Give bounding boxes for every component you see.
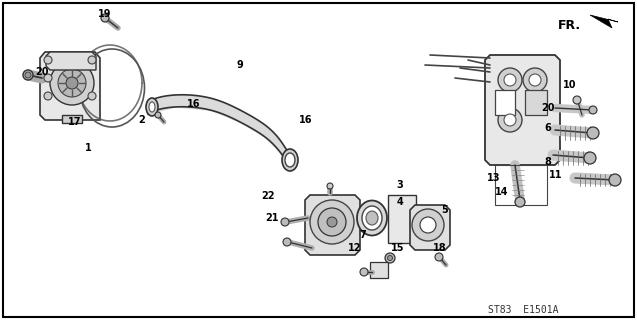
Circle shape xyxy=(50,61,94,105)
Circle shape xyxy=(589,106,597,114)
Text: 18: 18 xyxy=(433,243,447,253)
Text: 7: 7 xyxy=(360,230,366,240)
Bar xyxy=(495,165,547,205)
Ellipse shape xyxy=(146,98,158,116)
Circle shape xyxy=(44,92,52,100)
Circle shape xyxy=(587,127,599,139)
Bar xyxy=(525,90,547,115)
Ellipse shape xyxy=(149,102,155,112)
Text: 17: 17 xyxy=(68,117,82,127)
Polygon shape xyxy=(40,52,100,120)
Circle shape xyxy=(573,96,581,104)
Polygon shape xyxy=(410,205,450,250)
Text: 4: 4 xyxy=(397,197,403,207)
Circle shape xyxy=(523,68,547,92)
Circle shape xyxy=(155,112,161,118)
Circle shape xyxy=(504,74,516,86)
Text: 12: 12 xyxy=(348,243,362,253)
Circle shape xyxy=(504,114,516,126)
Polygon shape xyxy=(485,55,560,165)
Text: 10: 10 xyxy=(563,80,576,90)
Ellipse shape xyxy=(285,153,295,167)
Text: 16: 16 xyxy=(299,115,313,125)
Text: 21: 21 xyxy=(265,213,279,223)
Bar xyxy=(495,90,515,115)
Circle shape xyxy=(435,253,443,261)
Circle shape xyxy=(25,72,31,78)
Circle shape xyxy=(88,92,96,100)
Text: FR.: FR. xyxy=(558,19,581,31)
Text: 9: 9 xyxy=(236,60,243,70)
Text: 5: 5 xyxy=(441,205,448,215)
Text: 22: 22 xyxy=(261,191,275,201)
Circle shape xyxy=(498,68,522,92)
Circle shape xyxy=(101,14,109,22)
Text: 2: 2 xyxy=(139,115,145,125)
Bar xyxy=(62,115,82,123)
Text: 13: 13 xyxy=(487,173,501,183)
Circle shape xyxy=(23,70,33,80)
Circle shape xyxy=(529,74,541,86)
Ellipse shape xyxy=(362,206,382,230)
Text: 15: 15 xyxy=(391,243,404,253)
Circle shape xyxy=(318,208,346,236)
Text: 16: 16 xyxy=(187,99,201,109)
Circle shape xyxy=(412,209,444,241)
Ellipse shape xyxy=(366,211,378,225)
Circle shape xyxy=(387,255,392,260)
Circle shape xyxy=(283,238,291,246)
Polygon shape xyxy=(590,15,618,28)
Text: 20: 20 xyxy=(541,103,555,113)
Circle shape xyxy=(44,56,52,64)
Circle shape xyxy=(66,77,78,89)
Circle shape xyxy=(609,174,621,186)
Circle shape xyxy=(58,69,86,97)
Circle shape xyxy=(327,217,337,227)
Bar xyxy=(388,195,416,243)
Circle shape xyxy=(420,217,436,233)
Text: 11: 11 xyxy=(549,170,562,180)
Polygon shape xyxy=(148,95,290,165)
Text: 20: 20 xyxy=(35,67,49,77)
Ellipse shape xyxy=(282,149,298,171)
Polygon shape xyxy=(305,195,360,255)
Circle shape xyxy=(310,200,354,244)
Circle shape xyxy=(385,253,395,263)
Circle shape xyxy=(88,56,96,64)
Text: 6: 6 xyxy=(545,123,552,133)
Text: 3: 3 xyxy=(397,180,403,190)
Circle shape xyxy=(281,218,289,226)
Circle shape xyxy=(327,183,333,189)
Text: ST83  E1501A: ST83 E1501A xyxy=(488,305,559,315)
Circle shape xyxy=(515,197,525,207)
Polygon shape xyxy=(370,262,388,278)
Polygon shape xyxy=(46,52,96,70)
Circle shape xyxy=(360,268,368,276)
Text: 1: 1 xyxy=(85,143,91,153)
Text: 14: 14 xyxy=(495,187,509,197)
Text: 8: 8 xyxy=(545,157,552,167)
Text: 19: 19 xyxy=(98,9,111,19)
Circle shape xyxy=(584,152,596,164)
Circle shape xyxy=(498,108,522,132)
Circle shape xyxy=(44,74,52,82)
Ellipse shape xyxy=(357,201,387,236)
